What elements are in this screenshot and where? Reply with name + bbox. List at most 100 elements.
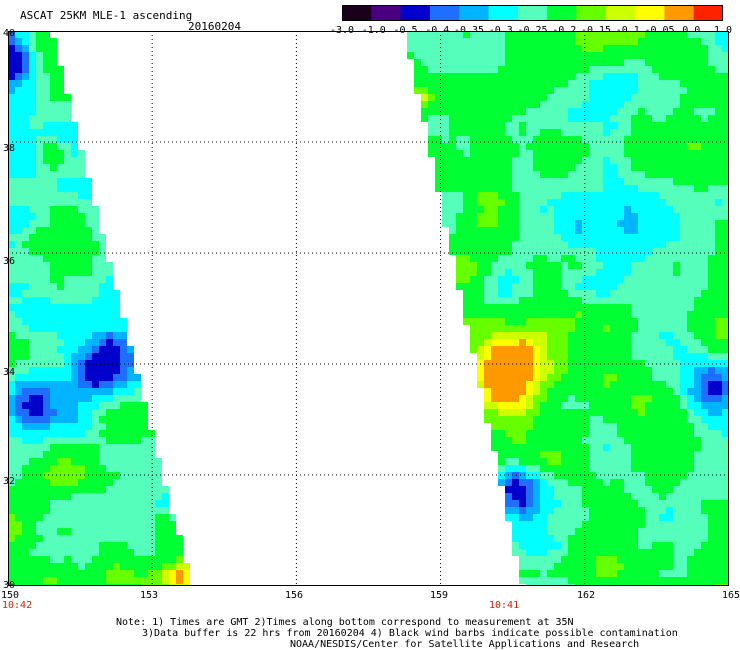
- wind-cell: [22, 178, 29, 185]
- wind-cell: [99, 416, 106, 423]
- wind-cell: [617, 171, 624, 178]
- wind-cell: [43, 563, 50, 570]
- wind-cell: [491, 437, 498, 444]
- wind-cell: [722, 437, 729, 444]
- wind-cell: [491, 241, 498, 248]
- wind-cell: [638, 563, 645, 570]
- wind-cell: [680, 311, 687, 318]
- wind-cell: [568, 402, 575, 409]
- wind-cell: [36, 360, 43, 367]
- wind-cell: [540, 248, 547, 255]
- wind-cell: [484, 129, 491, 136]
- wind-cell: [134, 514, 141, 521]
- wind-cell: [64, 213, 71, 220]
- note-line-2: 3)Data buffer is 22 hrs from 20160204 4)…: [142, 628, 678, 639]
- wind-cell: [120, 430, 127, 437]
- wind-cell: [547, 493, 554, 500]
- wind-cell: [99, 542, 106, 549]
- wind-cell: [603, 486, 610, 493]
- wind-cell: [561, 500, 568, 507]
- wind-cell: [85, 430, 92, 437]
- wind-cell: [687, 45, 694, 52]
- wind-cell: [134, 374, 141, 381]
- wind-cell: [596, 129, 603, 136]
- wind-cell: [526, 318, 533, 325]
- wind-cell: [589, 73, 596, 80]
- wind-cell: [498, 479, 505, 486]
- wind-cell: [708, 108, 715, 115]
- wind-cell: [463, 171, 470, 178]
- wind-cell: [589, 465, 596, 472]
- wind-cell: [106, 409, 113, 416]
- wind-cell: [526, 122, 533, 129]
- wind-cell: [99, 241, 106, 248]
- wind-cell: [638, 332, 645, 339]
- wind-cell: [533, 549, 540, 556]
- wind-cell: [99, 577, 106, 584]
- wind-cell: [169, 570, 176, 577]
- wind-cell: [666, 241, 673, 248]
- wind-cell: [64, 535, 71, 542]
- wind-cell: [113, 423, 120, 430]
- wind-cell: [442, 94, 449, 101]
- wind-cell: [491, 199, 498, 206]
- wind-cell: [71, 185, 78, 192]
- wind-cell: [631, 577, 638, 584]
- wind-cell: [526, 255, 533, 262]
- wind-cell: [589, 87, 596, 94]
- wind-cell: [519, 171, 526, 178]
- wind-cell: [477, 101, 484, 108]
- wind-cell: [708, 248, 715, 255]
- wind-cell: [43, 290, 50, 297]
- wind-cell: [617, 115, 624, 122]
- wind-cell: [99, 325, 106, 332]
- wind-cell: [99, 290, 106, 297]
- wind-cell: [624, 556, 631, 563]
- wind-cell: [50, 122, 57, 129]
- wind-cell: [120, 423, 127, 430]
- wind-cell: [29, 157, 36, 164]
- wind-cell: [64, 108, 71, 115]
- wind-cell: [617, 290, 624, 297]
- wind-cell: [575, 185, 582, 192]
- wind-cell: [708, 325, 715, 332]
- wind-cell: [547, 206, 554, 213]
- wind-cell: [526, 248, 533, 255]
- wind-cell: [708, 388, 715, 395]
- wind-cell: [582, 101, 589, 108]
- wind-cell: [498, 38, 505, 45]
- wind-cell: [638, 269, 645, 276]
- wind-cell: [652, 59, 659, 66]
- wind-cell: [540, 332, 547, 339]
- wind-cell: [29, 332, 36, 339]
- wind-cell: [554, 73, 561, 80]
- wind-cell: [22, 570, 29, 577]
- wind-cell: [71, 416, 78, 423]
- wind-cell: [22, 73, 29, 80]
- wind-cell: [701, 514, 708, 521]
- wind-cell: [22, 353, 29, 360]
- wind-cell: [491, 38, 498, 45]
- wind-cell: [659, 374, 666, 381]
- wind-cell: [673, 563, 680, 570]
- wind-cell: [659, 38, 666, 45]
- wind-cell: [631, 122, 638, 129]
- wind-cell: [708, 311, 715, 318]
- wind-cell: [715, 395, 722, 402]
- wind-cell: [99, 360, 106, 367]
- wind-cell: [666, 521, 673, 528]
- wind-cell: [638, 227, 645, 234]
- wind-cell: [673, 381, 680, 388]
- wind-cell: [519, 535, 526, 542]
- wind-cell: [99, 493, 106, 500]
- wind-cell: [596, 318, 603, 325]
- wind-cell: [435, 178, 442, 185]
- wind-cell: [533, 143, 540, 150]
- wind-cell: [582, 262, 589, 269]
- wind-cell: [680, 395, 687, 402]
- wind-cell: [589, 577, 596, 584]
- wind-cell: [603, 514, 610, 521]
- wind-cell: [85, 192, 92, 199]
- wind-cell: [610, 276, 617, 283]
- wind-cell: [568, 52, 575, 59]
